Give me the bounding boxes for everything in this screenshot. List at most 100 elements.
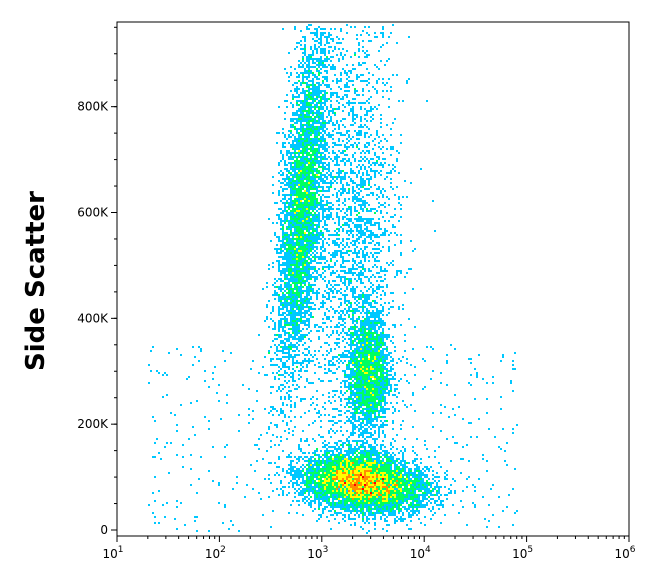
event-point — [422, 488, 424, 490]
event-point — [388, 384, 390, 386]
event-point — [378, 468, 380, 470]
event-point — [278, 330, 280, 332]
event-point — [328, 208, 330, 210]
event-point — [290, 124, 292, 126]
event-point — [336, 156, 338, 158]
event-point — [424, 494, 426, 496]
event-point — [320, 496, 322, 498]
event-point — [354, 328, 356, 330]
event-point — [290, 314, 292, 316]
event-point — [330, 472, 332, 474]
event-point — [390, 506, 392, 508]
event-point — [372, 500, 374, 502]
event-point — [288, 220, 290, 222]
event-point — [298, 328, 300, 330]
event-point — [294, 310, 296, 312]
event-point — [304, 272, 306, 274]
event-point — [290, 376, 292, 378]
event-point — [292, 378, 294, 380]
event-point — [328, 466, 330, 468]
event-point — [318, 92, 320, 94]
event-point — [312, 106, 314, 108]
event-point — [336, 504, 338, 506]
event-point — [374, 352, 376, 354]
event-point — [268, 218, 270, 220]
event-point — [394, 488, 396, 490]
event-point — [296, 366, 298, 368]
event-point — [294, 138, 296, 140]
event-point — [376, 450, 378, 452]
event-point — [352, 322, 354, 324]
event-point — [314, 148, 316, 150]
event-point — [292, 242, 294, 244]
event-point — [422, 494, 424, 496]
event-point — [352, 508, 354, 510]
event-point — [276, 280, 278, 282]
event-point — [314, 476, 316, 478]
event-point — [352, 470, 354, 472]
event-point — [338, 482, 340, 484]
event-point — [320, 202, 322, 204]
event-point — [330, 34, 332, 36]
event-point — [420, 506, 422, 508]
event-point — [382, 502, 384, 504]
event-point — [314, 354, 316, 356]
event-point — [374, 502, 376, 504]
event-point — [398, 492, 400, 494]
event-point — [390, 444, 392, 446]
event-point — [288, 304, 290, 306]
event-point — [286, 216, 288, 218]
event-point — [380, 446, 382, 448]
event-point — [290, 216, 292, 218]
event-point — [276, 436, 278, 438]
event-point — [318, 470, 320, 472]
event-point — [308, 140, 310, 142]
event-point — [364, 338, 366, 340]
event-point — [340, 496, 342, 498]
event-point — [302, 112, 304, 114]
event-point — [290, 224, 292, 226]
event-point — [272, 372, 274, 374]
event-point — [374, 524, 376, 526]
event-point — [298, 186, 300, 188]
event-point — [364, 372, 366, 374]
event-point — [392, 484, 394, 486]
event-point — [402, 500, 404, 502]
event-point — [308, 60, 310, 62]
event-point — [334, 510, 336, 512]
event-point — [306, 306, 308, 308]
event-point — [290, 474, 292, 476]
event-point — [344, 374, 346, 376]
event-point — [314, 502, 316, 504]
event-point — [302, 230, 304, 232]
event-point — [380, 364, 382, 366]
event-point — [296, 280, 298, 282]
event-point — [288, 486, 290, 488]
event-point — [288, 262, 290, 264]
event-point — [328, 132, 330, 134]
event-point — [274, 376, 276, 378]
event-point — [314, 138, 316, 140]
event-point — [402, 496, 404, 498]
event-point — [300, 322, 302, 324]
event-point — [304, 136, 306, 138]
event-point — [296, 338, 298, 340]
event-point — [298, 226, 300, 228]
event-point — [322, 164, 324, 166]
event-point — [406, 480, 408, 482]
event-point — [372, 338, 374, 340]
event-point — [296, 198, 298, 200]
event-point — [306, 302, 308, 304]
event-point — [348, 516, 350, 518]
event-point — [374, 488, 376, 490]
event-point — [306, 156, 308, 158]
event-point — [304, 102, 306, 104]
event-point — [292, 216, 294, 218]
event-point — [318, 464, 320, 466]
event-point — [298, 478, 300, 480]
event-point — [410, 498, 412, 500]
event-point — [322, 138, 324, 140]
event-point — [364, 414, 366, 416]
event-point — [324, 168, 326, 170]
event-point — [348, 468, 350, 470]
